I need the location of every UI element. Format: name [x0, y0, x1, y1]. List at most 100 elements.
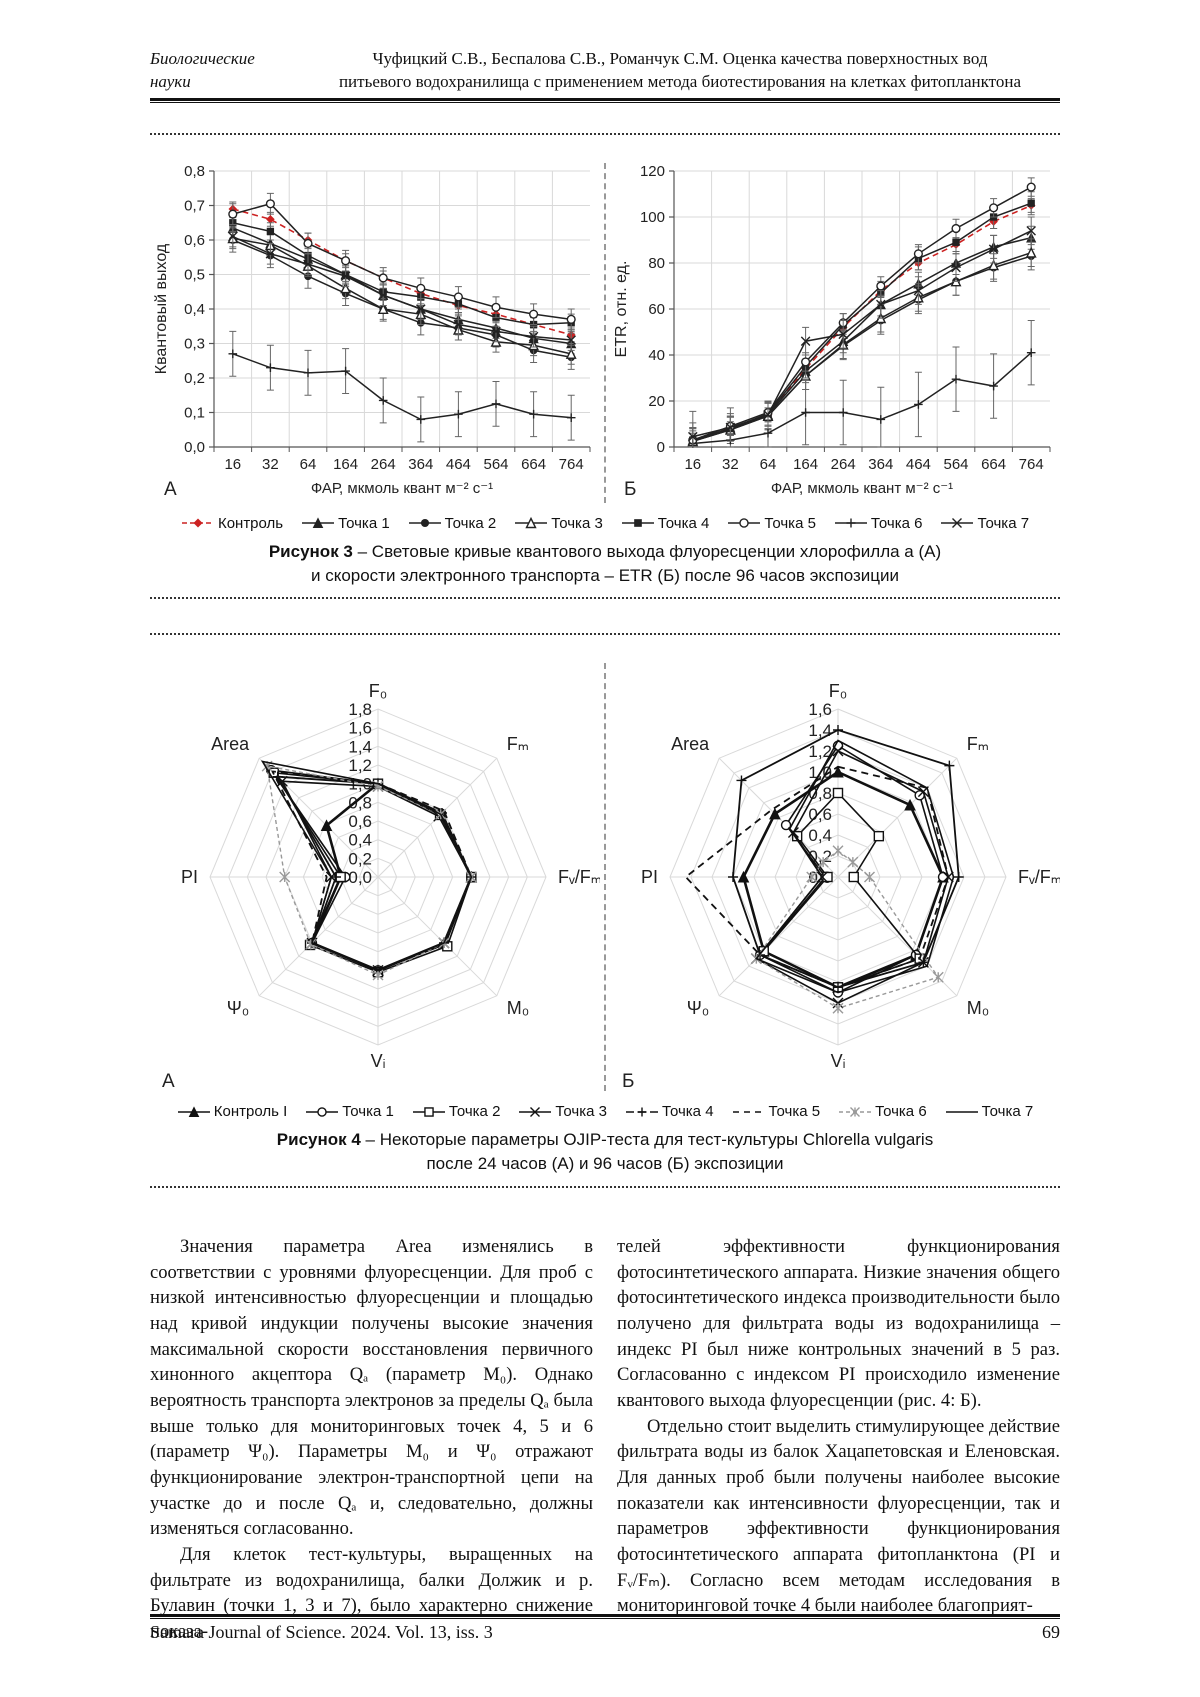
- svg-text:F₀: F₀: [369, 681, 387, 701]
- legend-label: Контроль: [217, 514, 284, 532]
- legend-label: Точка 6: [875, 1103, 927, 1121]
- svg-text:Vᵢ: Vᵢ: [371, 1051, 386, 1071]
- legend-label: Точка 1: [338, 514, 390, 532]
- svg-text:M₀: M₀: [967, 998, 989, 1018]
- figure4-top-separator: [150, 633, 1060, 636]
- svg-text:40: 40: [648, 347, 665, 364]
- legend-marker-x: [941, 518, 974, 529]
- legend-label: Точка 7: [977, 514, 1030, 532]
- svg-text:Fᵥ/Fₘ: Fᵥ/Fₘ: [558, 867, 600, 887]
- legend-item: Точка 2: [412, 1103, 501, 1121]
- figure4-caption-line2: после 24 часов (А) и 96 часов (Б) экспоз…: [426, 1154, 784, 1174]
- svg-text:0,8: 0,8: [184, 163, 205, 180]
- legend-label: Точка 1: [342, 1103, 394, 1121]
- svg-text:А: А: [162, 1071, 175, 1092]
- legend-marker-diamond-filled: [181, 518, 214, 528]
- svg-text:164: 164: [333, 456, 358, 473]
- svg-text:164: 164: [793, 456, 818, 473]
- right-column: телей эффективности функционирования фот…: [617, 1234, 1060, 1645]
- panel-separator: [604, 663, 606, 1092]
- svg-text:1,6: 1,6: [348, 719, 372, 738]
- legend-marker-none: [732, 1111, 765, 1113]
- svg-text:Area: Area: [211, 735, 250, 755]
- ojip-radar-chart-24h: 1,81,61,41,21,00,80,60,40,20,0F₀FₘFᵥ/FₘM…: [162, 681, 600, 1092]
- legend-item: Точка 2: [408, 515, 496, 532]
- left-column: Значения параметра Area изменялись в соо…: [150, 1234, 593, 1645]
- svg-text:264: 264: [831, 456, 856, 473]
- legend-item: Точка 4: [625, 1103, 714, 1120]
- svg-text:0,4: 0,4: [184, 301, 205, 318]
- svg-text:60: 60: [648, 301, 665, 318]
- legend-marker-square-filled: [621, 519, 654, 528]
- svg-text:Fₘ: Fₘ: [967, 735, 989, 755]
- svg-text:664: 664: [981, 456, 1006, 473]
- svg-text:664: 664: [521, 456, 546, 473]
- legend-marker-circle-filled: [408, 519, 441, 528]
- legend-label: Контроль I: [213, 1103, 288, 1121]
- section-label: Биологические науки: [150, 48, 300, 94]
- svg-text:1,2: 1,2: [348, 756, 372, 775]
- paragraph: телей эффективности функционирования фот…: [617, 1236, 1060, 1411]
- svg-text:364: 364: [408, 456, 433, 473]
- svg-text:0,2: 0,2: [348, 850, 372, 869]
- legend-item: Точка 4: [621, 515, 709, 532]
- svg-text:F₀: F₀: [829, 681, 847, 701]
- legend-item: Точка 5: [727, 515, 816, 532]
- legend-item: Контроль: [181, 515, 283, 532]
- etr-light-curve-chart: 0 20 40 60 80 100 120 16 32 64 164 264 364 464 564 664 7…: [613, 163, 1051, 500]
- legend-marker-circle-open: [728, 518, 761, 529]
- page-number: 69: [1042, 1622, 1060, 1642]
- svg-text:100: 100: [640, 209, 665, 226]
- svg-text:0,6: 0,6: [808, 805, 832, 824]
- quantum-yield-light-curve-chart: 0,0 0,1 0,2 0,3 0,4 0,5 0,6 0,7 0,8 16 32 64 164 264 3…: [153, 163, 591, 500]
- paragraph: Значения параметра Area изменялись в соо…: [150, 1236, 593, 1540]
- figure3-caption: Рисунок 3 – Световые кривые квантового в…: [150, 540, 1060, 588]
- page-footer: Samara Journal of Science. 2024. Vol. 13…: [150, 1614, 1060, 1643]
- figure3-legend: Контроль Точка 1 Точка 2 Точка 3 Точка 4 Точк…: [150, 515, 1060, 532]
- legend-label: Точка 5: [768, 1103, 821, 1121]
- svg-text:0,4: 0,4: [348, 831, 372, 850]
- running-title-line1: Чуфицкий С.В., Беспалова С.В., Романчук …: [372, 49, 988, 68]
- figure3-caption-line2: и скорости электронного транспорта – ETR…: [310, 565, 900, 585]
- svg-text:Ψ₀: Ψ₀: [687, 998, 710, 1018]
- legend-item: Точка 1: [305, 1103, 394, 1120]
- svg-text:0,0: 0,0: [348, 868, 372, 887]
- running-title: Чуфицкий С.В., Беспалова С.В., Романчук …: [300, 48, 1060, 94]
- svg-text:0,3: 0,3: [184, 335, 205, 352]
- svg-text:16: 16: [224, 456, 241, 473]
- legend-label: Точка 2: [448, 1103, 501, 1121]
- svg-text:464: 464: [906, 456, 931, 473]
- svg-text:464: 464: [446, 456, 471, 473]
- legend-label: Точка 4: [661, 1103, 714, 1121]
- figure4-caption-label: Рисунок 4: [276, 1130, 361, 1150]
- figure4-bottom-separator: [150, 1186, 1060, 1189]
- paragraph: Отдельно стоит выделить стимулирующее де…: [617, 1415, 1060, 1617]
- running-title-line2: питьевого водохранилища с применением ме…: [338, 71, 1022, 91]
- svg-text:764: 764: [1019, 456, 1044, 473]
- svg-text:564: 564: [943, 456, 968, 473]
- figure3-block: 0,0 0,1 0,2 0,3 0,4 0,5 0,6 0,7 0,8 16 32 64 164 264 3…: [150, 149, 1060, 588]
- svg-text:Б: Б: [624, 479, 636, 500]
- header-rule: [150, 97, 1060, 103]
- legend-marker-circle-open: [306, 1107, 339, 1117]
- svg-text:1,8: 1,8: [348, 700, 372, 719]
- svg-text:16: 16: [684, 456, 701, 473]
- ojip-radar-chart-96h: 1,61,41,21,00,80,60,40,20,0F₀FₘFᵥ/FₘM₀Vᵢ…: [622, 681, 1060, 1092]
- legend-marker-triangle-filled: [177, 1106, 210, 1117]
- svg-text:M₀: M₀: [507, 998, 529, 1018]
- legend-marker-star: [839, 1106, 872, 1117]
- svg-text:264: 264: [371, 456, 396, 473]
- svg-text:Квантовый выход: Квантовый выход: [153, 243, 170, 374]
- svg-text:Б: Б: [622, 1071, 634, 1092]
- panel-separator: [604, 162, 606, 503]
- svg-text:Ψ₀: Ψ₀: [227, 998, 250, 1018]
- legend-label: Точка 3: [555, 1103, 607, 1121]
- svg-text:PI: PI: [641, 867, 658, 887]
- svg-text:32: 32: [722, 456, 739, 473]
- legend-item: Точка 3: [518, 1103, 607, 1120]
- body-text: Значения параметра Area изменялись в соо…: [150, 1234, 1060, 1645]
- legend-item: Точка 6: [834, 515, 922, 532]
- figure3-charts: 0,0 0,1 0,2 0,3 0,4 0,5 0,6 0,7 0,8 16 32 64 164 264 3…: [150, 149, 1060, 509]
- svg-text:0,6: 0,6: [184, 232, 205, 249]
